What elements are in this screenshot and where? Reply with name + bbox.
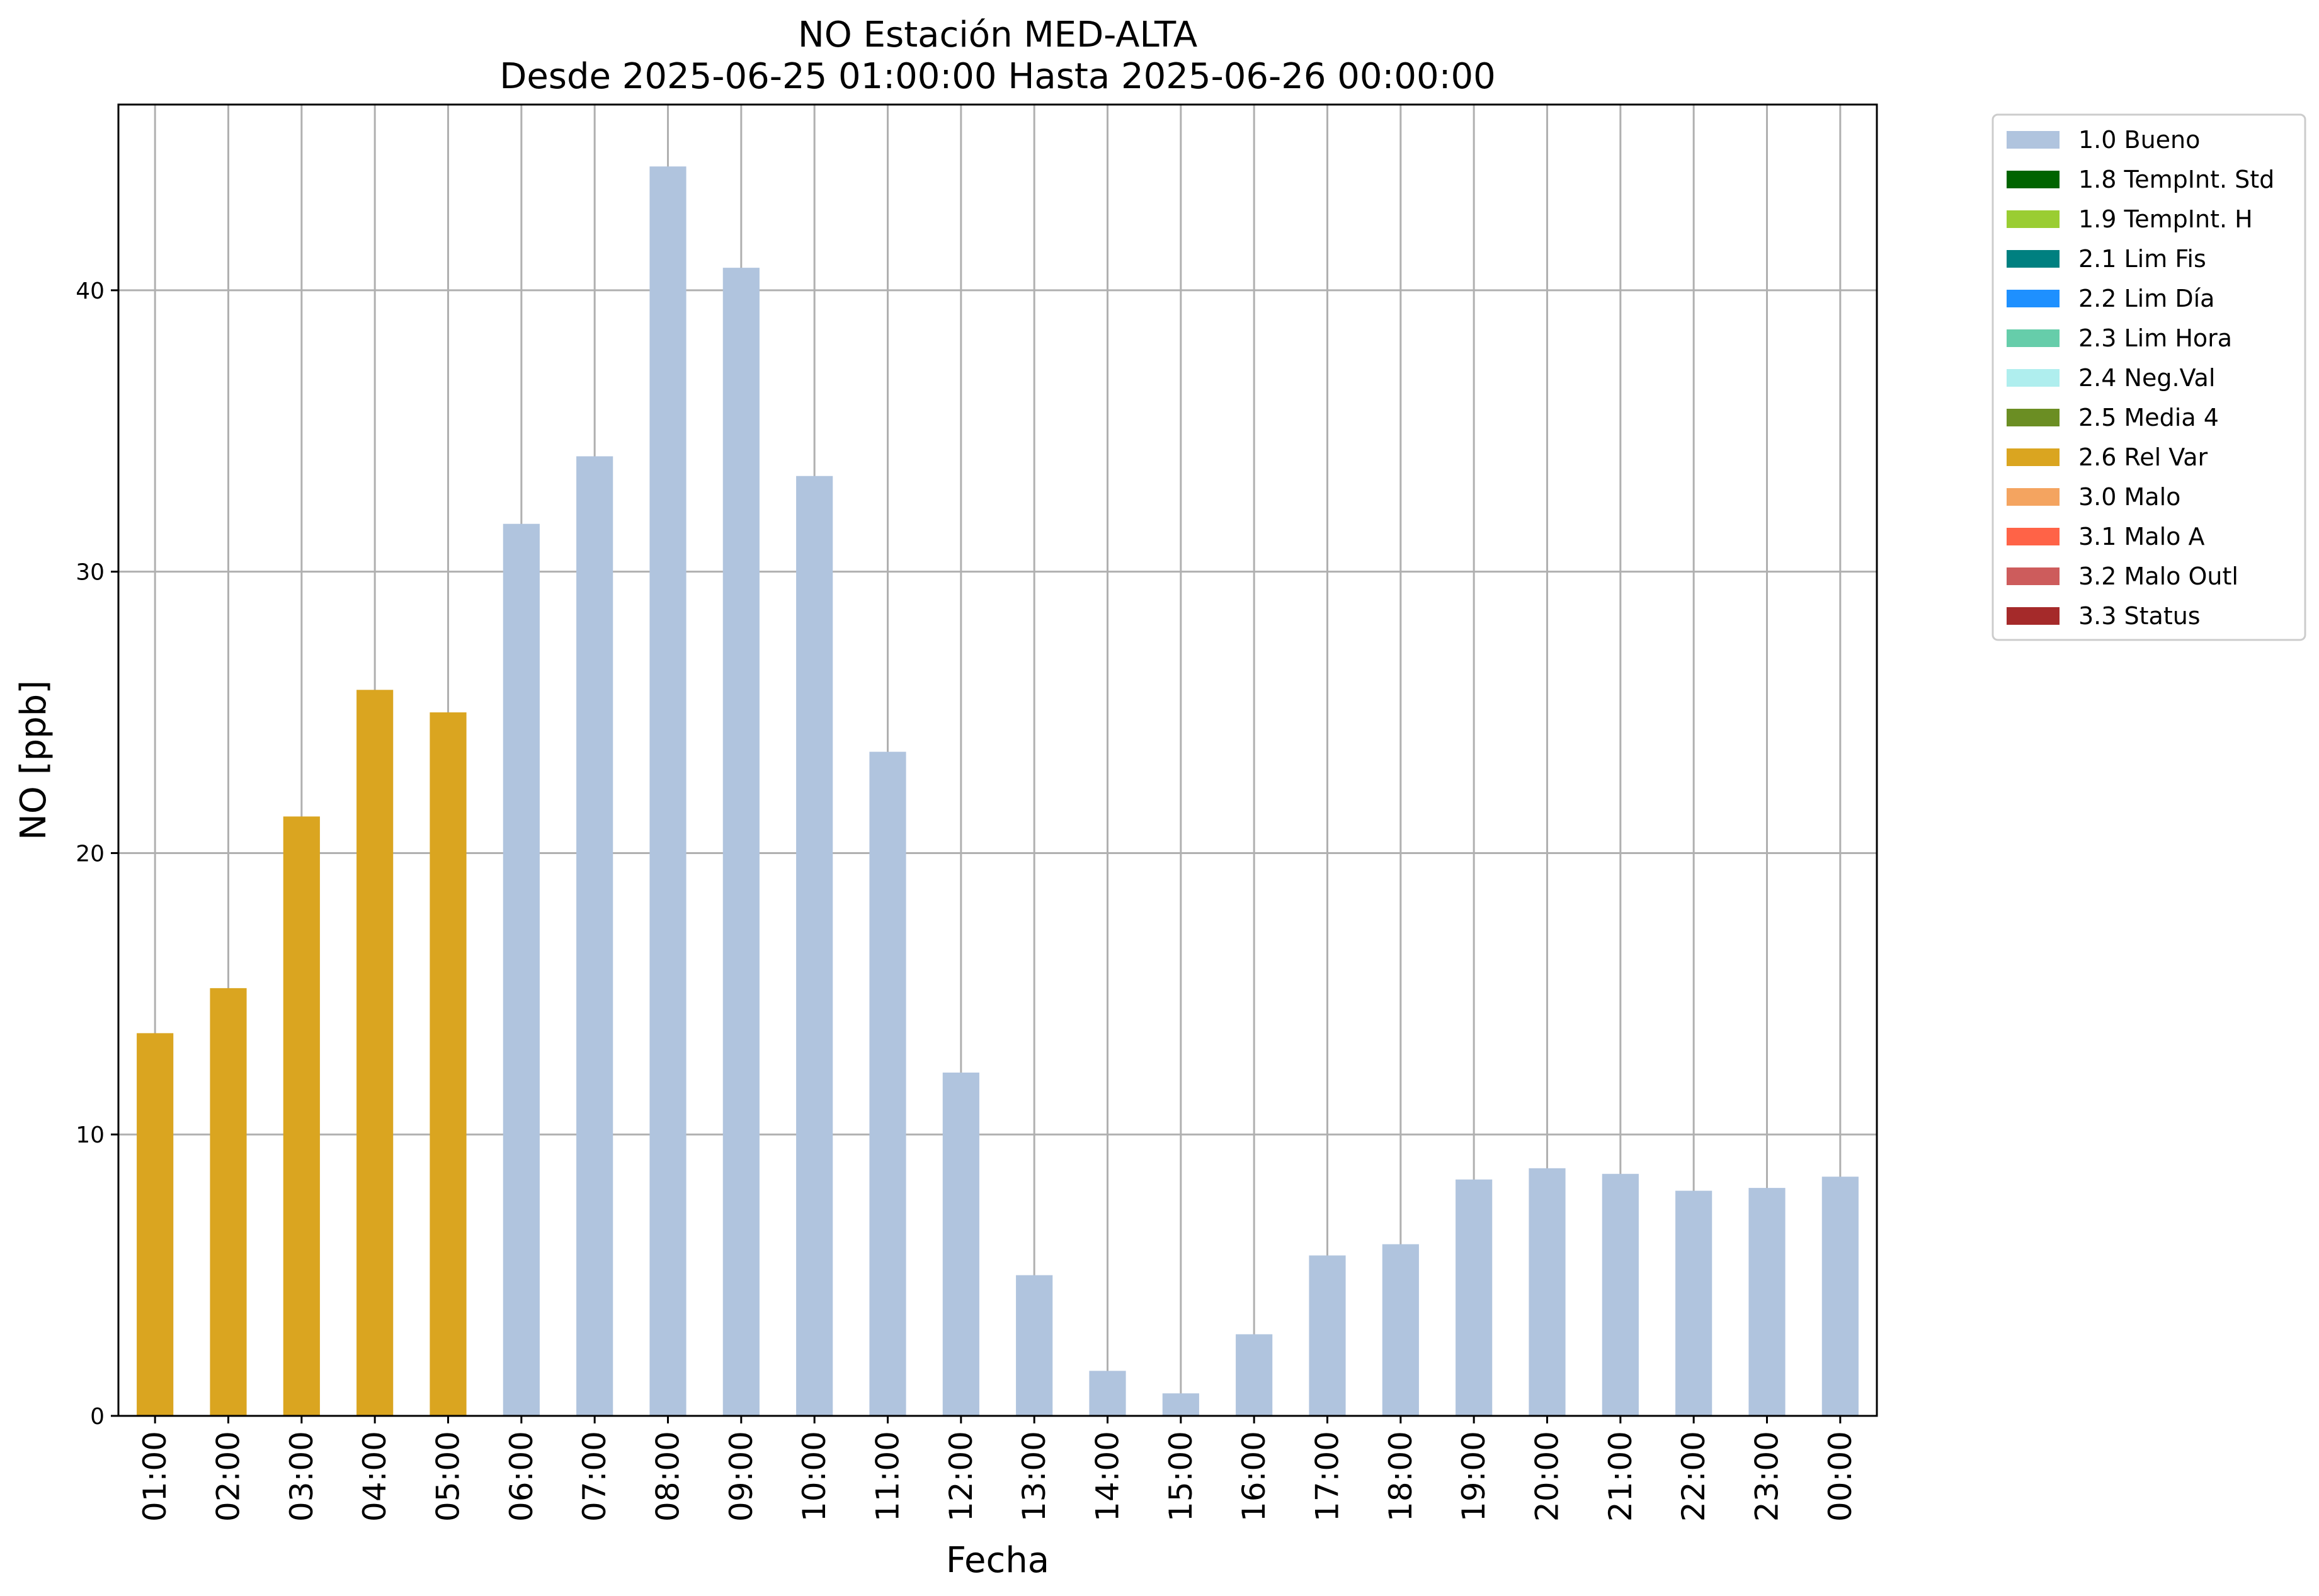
legend-entries: 1.0 Bueno 1.8 TempInt. Std 1.9 TempInt. H 2…: [2007, 126, 2274, 630]
bar-05:00: [430, 712, 467, 1416]
legend-label: 3.2 Malo Outl: [2078, 562, 2238, 590]
legend-swatch: [2007, 528, 2060, 545]
legend-swatch: [2007, 448, 2060, 466]
bar-19:00: [1456, 1179, 1493, 1416]
x-tick-label: 10:00: [796, 1431, 833, 1522]
legend-swatch: [2007, 131, 2060, 149]
bar-02:00: [210, 988, 247, 1416]
bar-22:00: [1675, 1190, 1712, 1416]
bar-01:00: [137, 1033, 174, 1416]
x-axis-label: Fecha: [946, 1540, 1049, 1581]
bar-11:00: [869, 751, 906, 1416]
chart-title: NO Estación MED-ALTA: [798, 14, 1197, 55]
legend: 1.0 Bueno 1.8 TempInt. Std 1.9 TempInt. H 2…: [1991, 113, 2306, 641]
bar-07:00: [576, 456, 613, 1416]
legend-swatch: [2007, 567, 2060, 585]
x-tick-label: 23:00: [1749, 1431, 1786, 1522]
y-axis-label: NO [ppb]: [13, 680, 54, 840]
legend-label: 1.0 Bueno: [2078, 126, 2200, 154]
x-tick-label: 17:00: [1309, 1431, 1346, 1522]
legend-swatch: [2007, 329, 2060, 347]
legend-label: 2.4 Neg.Val: [2078, 364, 2215, 392]
x-tick-label: 04:00: [356, 1431, 393, 1522]
bar-03:00: [283, 816, 320, 1416]
x-tick-label: 08:00: [650, 1431, 687, 1522]
x-tick-label: 03:00: [283, 1431, 320, 1522]
legend-label: 1.8 TempInt. Std: [2078, 166, 2274, 193]
legend-swatch: [2007, 210, 2060, 228]
y-tick-label: 30: [76, 560, 105, 586]
x-tick-label: 14:00: [1090, 1431, 1126, 1522]
x-tick-label: 22:00: [1675, 1431, 1712, 1522]
bar-18:00: [1382, 1244, 1419, 1416]
y-tick-label: 40: [76, 278, 105, 304]
x-tick-label: 15:00: [1163, 1431, 1199, 1522]
legend-swatch: [2007, 290, 2060, 307]
plot-frame: [117, 103, 1878, 1417]
bar-16:00: [1236, 1334, 1273, 1416]
bar-13:00: [1016, 1275, 1053, 1416]
legend-label: 2.3 Lim Hora: [2078, 324, 2232, 352]
legend-swatch: [2007, 409, 2060, 426]
bar-20:00: [1529, 1168, 1566, 1416]
bar-15:00: [1162, 1393, 1199, 1416]
bar-04:00: [356, 690, 394, 1416]
legend-label: 2.1 Lim Fis: [2078, 245, 2206, 273]
legend-label: 1.9 TempInt. H: [2078, 205, 2253, 233]
x-tick-label: 12:00: [943, 1431, 979, 1522]
x-tick-label: 16:00: [1236, 1431, 1272, 1522]
bar-12:00: [942, 1072, 979, 1416]
x-tick-label: 13:00: [1016, 1431, 1052, 1522]
x-tick-label: 00:00: [1822, 1431, 1859, 1522]
bar-10:00: [796, 476, 833, 1416]
legend-swatch: [2007, 369, 2060, 387]
x-tick-label: 18:00: [1382, 1431, 1419, 1522]
bar-23:00: [1748, 1188, 1786, 1416]
x-tick-label: 01:00: [137, 1431, 173, 1522]
bar-14:00: [1089, 1371, 1126, 1416]
bar-00:00: [1821, 1177, 1859, 1416]
legend-label: 2.6 Rel Var: [2078, 443, 2208, 471]
y-tick-label: 0: [90, 1404, 105, 1430]
bar-17:00: [1309, 1255, 1346, 1416]
bars: [137, 166, 1859, 1416]
legend-label: 3.0 Malo: [2078, 483, 2180, 511]
legend-label: 3.3 Status: [2078, 602, 2201, 630]
legend-label: 3.1 Malo A: [2078, 523, 2204, 550]
legend-swatch: [2007, 607, 2060, 625]
bar-21:00: [1602, 1173, 1639, 1416]
chart-subtitle: Desde 2025-06-25 01:00:00 Hasta 2025-06-…: [499, 56, 1496, 97]
x-tick-label: 11:00: [870, 1431, 906, 1522]
x-tick-label: 05:00: [430, 1431, 467, 1522]
x-tick-label: 09:00: [723, 1431, 760, 1522]
bar-06:00: [503, 523, 540, 1416]
x-tick-label: 02:00: [210, 1431, 247, 1522]
x-tick-label: 21:00: [1602, 1431, 1639, 1522]
legend-label: 2.5 Media 4: [2078, 404, 2219, 431]
x-tick-label: 07:00: [576, 1431, 613, 1522]
y-axis-ticks: 0 10 20 30 40: [76, 278, 118, 1430]
x-axis-ticks: 01:00 02:00 03:00 04:00 05:00 06:00 07:00 08:00…: [137, 1416, 1859, 1522]
legend-swatch: [2007, 171, 2060, 188]
legend-frame: [1991, 113, 2306, 641]
legend-label: 2.2 Lim Día: [2078, 285, 2214, 312]
x-tick-label: 06:00: [503, 1431, 540, 1522]
bar-09:00: [722, 268, 760, 1416]
bar-08:00: [649, 166, 687, 1416]
legend-swatch: [2007, 250, 2060, 268]
y-tick-label: 10: [76, 1122, 105, 1148]
x-tick-label: 20:00: [1529, 1431, 1566, 1522]
legend-swatch: [2007, 488, 2060, 506]
y-tick-label: 20: [76, 841, 105, 867]
x-tick-label: 19:00: [1456, 1431, 1492, 1522]
